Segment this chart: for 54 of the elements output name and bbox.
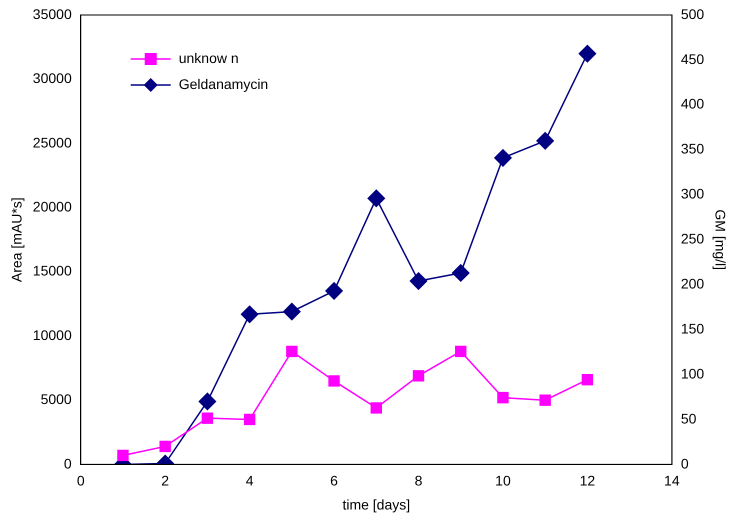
point xyxy=(410,272,428,290)
x-tick-label: 0 xyxy=(76,472,85,489)
legend-label: unknow n xyxy=(178,50,239,66)
point xyxy=(202,412,214,424)
y2-tick-label: 200 xyxy=(680,276,704,292)
x-tick-label: 12 xyxy=(580,472,596,489)
y2-tick-label: 500 xyxy=(680,6,704,22)
legend-label: Geldanamycin xyxy=(178,76,268,92)
y2-tick-label: 0 xyxy=(680,455,689,472)
point xyxy=(286,346,298,358)
y2-tick-label: 150 xyxy=(680,320,704,336)
y-tick-label: 5000 xyxy=(40,391,72,408)
y2-axis-title: GM [mg/l] xyxy=(712,209,729,270)
y-tick-label: 25000 xyxy=(32,134,72,150)
x-tick-label: 4 xyxy=(246,472,254,489)
y2-tick-label: 100 xyxy=(680,365,704,382)
y2-tick-label: 450 xyxy=(680,50,704,67)
y-tick-label: 10000 xyxy=(32,326,72,343)
y2-tick-label: 50 xyxy=(680,410,697,426)
point xyxy=(582,374,594,386)
y-tick-label: 15000 xyxy=(32,262,72,279)
point xyxy=(198,392,216,410)
point xyxy=(455,346,466,358)
point xyxy=(536,132,554,150)
point xyxy=(539,394,551,406)
point xyxy=(494,149,512,167)
point xyxy=(159,440,171,452)
point xyxy=(578,44,596,62)
point xyxy=(370,402,382,414)
x-tick-label: 2 xyxy=(161,472,170,489)
y-tick-label: 35000 xyxy=(32,6,72,22)
y-tick-label: 0 xyxy=(64,455,72,472)
y-tick-label: 20000 xyxy=(32,198,72,214)
x-tick-label: 14 xyxy=(664,472,680,489)
point xyxy=(412,370,424,382)
x-tick-label: 6 xyxy=(330,472,338,489)
point xyxy=(240,306,258,324)
point xyxy=(283,302,301,320)
y2-tick-label: 300 xyxy=(680,186,704,202)
point xyxy=(497,392,509,404)
x-tick-label: 10 xyxy=(495,472,511,489)
point xyxy=(328,375,340,387)
point xyxy=(452,264,470,282)
y2-tick-label: 400 xyxy=(680,96,704,112)
point xyxy=(244,414,256,426)
y-tick-label: 30000 xyxy=(32,70,72,86)
point xyxy=(368,190,386,208)
y2-tick-label: 350 xyxy=(680,140,704,157)
point xyxy=(117,450,129,462)
x-axis-title: time [days] xyxy=(342,496,410,512)
y-axis-title: Area [mAU*s] xyxy=(8,197,24,282)
point xyxy=(325,282,343,300)
y2-tick-label: 250 xyxy=(680,230,704,247)
x-tick-label: 8 xyxy=(414,472,423,489)
